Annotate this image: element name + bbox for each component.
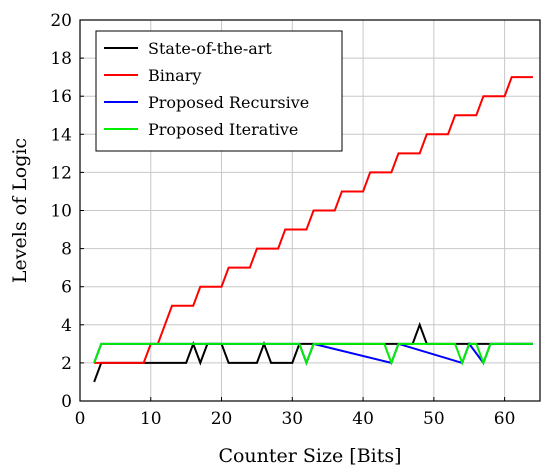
- series-group: [93, 76, 533, 383]
- y-tick-label: 12: [50, 163, 72, 183]
- tick-labels: 0 10 20 30 40 50 60 0 2 4 6 8 10 12 14 16 18 20: [50, 11, 515, 429]
- y-tick-label: 14: [50, 125, 72, 145]
- legend-label: Binary: [148, 66, 201, 85]
- y-axis-title: Levels of Logic: [9, 138, 31, 283]
- y-tick-label: 8: [61, 240, 72, 260]
- series-line-state-of-the-art: [93, 321, 533, 383]
- x-tick-label: 50: [423, 409, 445, 429]
- x-tick-label: 40: [352, 409, 374, 429]
- legend-box: [95, 30, 343, 152]
- x-tick-label: 60: [494, 409, 516, 429]
- x-axis-title: Counter Size [Bits]: [218, 445, 401, 467]
- y-tick-label: 0: [61, 392, 72, 412]
- y-tick-label: 20: [50, 11, 72, 31]
- y-tick-label: 6: [61, 278, 72, 298]
- series-line-binary: [94, 76, 533, 364]
- x-tick-label: 20: [211, 409, 233, 429]
- y-tick-label: 18: [50, 49, 72, 69]
- y-tick-label: 2: [61, 354, 72, 374]
- x-tick-label: 0: [75, 409, 86, 429]
- y-tick-label: 4: [61, 316, 72, 336]
- legend-label: Proposed Recursive: [148, 93, 309, 112]
- x-tick-label: 30: [281, 409, 303, 429]
- series-line-proposed-iterative: [93, 342, 533, 366]
- legend: State-of-the-art Binary Proposed Recursive…: [95, 30, 343, 152]
- y-tick-label: 16: [50, 87, 72, 107]
- legend-label: State-of-the-art: [148, 39, 272, 58]
- y-tick-label: 10: [50, 202, 72, 222]
- x-tick-label: 10: [140, 409, 162, 429]
- legend-label: Proposed Iterative: [148, 120, 298, 139]
